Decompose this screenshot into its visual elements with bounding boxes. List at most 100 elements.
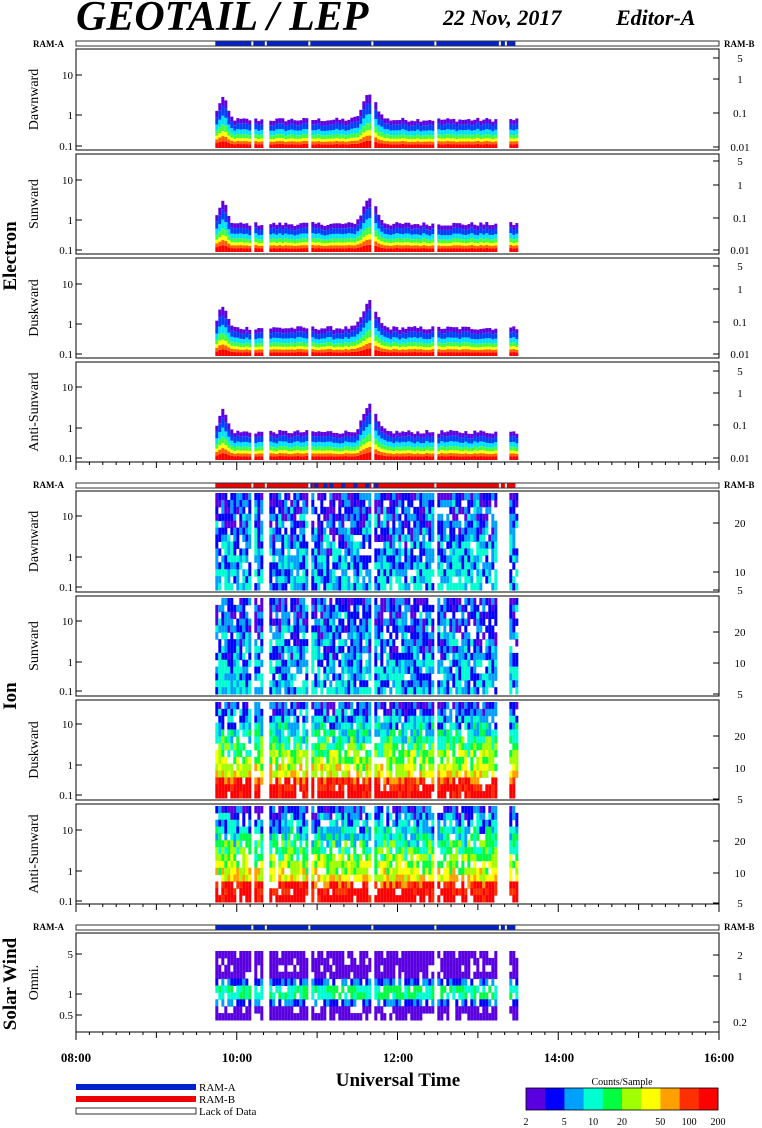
heatmap-cell	[260, 659, 264, 668]
heatmap-cell	[464, 527, 468, 536]
heatmap-cell	[356, 452, 360, 456]
heatmap-cell	[335, 437, 339, 443]
heatmap-cell	[284, 659, 288, 668]
heatmap-cell	[380, 680, 384, 688]
heatmap-cell	[269, 527, 273, 536]
heatmap-cell	[431, 120, 435, 126]
heatmap-cell	[473, 349, 477, 353]
heatmap-cell	[359, 652, 363, 661]
heatmap-cell	[272, 135, 276, 139]
heatmap-cell	[317, 555, 321, 563]
heatmap-cell	[368, 555, 372, 563]
heatmap-cell	[455, 248, 459, 252]
heatmap-cell	[422, 120, 426, 126]
heatmap-cell	[359, 583, 363, 591]
heatmap-cell	[473, 124, 477, 131]
heatmap-cell	[389, 329, 393, 334]
heatmap-cell	[512, 513, 516, 522]
heatmap-cell	[326, 352, 330, 356]
heatmap-cell	[323, 555, 327, 563]
heatmap-cell	[455, 446, 459, 451]
heatmap-cell	[410, 534, 414, 542]
heatmap-cell	[302, 659, 306, 668]
heatmap-cell	[332, 506, 336, 515]
heatmap-cell	[281, 138, 285, 142]
heatmap-cell	[473, 611, 477, 620]
heatmap-cell	[464, 687, 468, 695]
heatmap-cell	[476, 349, 480, 353]
heatmap-cell	[257, 230, 261, 236]
heatmap-cell	[233, 708, 237, 717]
heatmap-cell	[416, 534, 420, 542]
heatmap-cell	[227, 673, 231, 681]
heatmap-cell	[317, 548, 321, 556]
heatmap-cell	[224, 236, 228, 242]
heatmap-cell	[239, 134, 243, 139]
heatmap-cell	[428, 432, 432, 437]
heatmap-cell	[485, 687, 489, 695]
panel-label: Anti-Sunward	[27, 372, 42, 451]
heatmap-cell	[302, 436, 306, 443]
heatmap-cell	[338, 548, 342, 556]
heatmap-cell	[455, 337, 459, 343]
heatmap-cell	[236, 729, 240, 737]
heatmap-cell	[260, 520, 264, 529]
heatmap-cell	[407, 652, 411, 661]
heatmap-cell	[467, 632, 471, 640]
heatmap-cell	[425, 144, 429, 148]
heatmap-cell	[344, 548, 348, 556]
heatmap-cell	[242, 123, 246, 130]
heatmap-cell	[494, 618, 498, 626]
heatmap-cell	[407, 598, 411, 606]
heatmap-cell	[305, 499, 309, 508]
heatmap-cell	[443, 119, 447, 125]
heatmap-cell	[284, 125, 288, 132]
heatmap-cell	[356, 583, 360, 591]
heatmap-cell	[347, 130, 351, 135]
heatmap-cell	[224, 673, 228, 681]
heatmap-cell	[353, 442, 357, 448]
heatmap-cell	[368, 337, 372, 343]
heatmap-cell	[344, 120, 348, 126]
heatmap-cell	[314, 119, 318, 125]
heatmap-cell	[281, 673, 285, 681]
heatmap-cell	[344, 242, 348, 246]
heatmap-cell	[287, 680, 291, 688]
heatmap-cell	[230, 506, 234, 515]
heatmap-cell	[449, 134, 453, 139]
heatmap-cell	[368, 103, 372, 115]
heatmap-cell	[449, 225, 453, 230]
heatmap-cell	[512, 562, 516, 570]
heatmap-cell	[455, 646, 459, 654]
heatmap-cell	[338, 124, 342, 131]
heatmap-cell	[239, 129, 243, 135]
heatmap-cell	[422, 625, 426, 633]
heatmap-cell	[488, 652, 492, 661]
heatmap-cell	[470, 443, 474, 448]
heatmap-cell	[299, 453, 303, 457]
heatmap-cell	[224, 136, 228, 142]
heatmap-cell	[311, 646, 315, 654]
heatmap-cell	[242, 763, 246, 772]
heatmap-cell	[365, 604, 369, 613]
heatmap-cell	[296, 639, 300, 647]
heatmap-cell	[488, 659, 492, 668]
heatmap-cell	[515, 248, 519, 252]
heatmap-cell	[239, 604, 243, 613]
heatmap-cell	[275, 562, 279, 570]
heatmap-cell	[242, 722, 246, 730]
heatmap-cell	[464, 243, 468, 246]
heatmap-cell	[452, 456, 456, 460]
heatmap-cell	[374, 583, 378, 591]
heatmap-cell	[323, 534, 327, 542]
heatmap-cell	[476, 117, 480, 123]
heatmap-cell	[350, 625, 354, 633]
heatmap-cell	[353, 562, 357, 570]
heatmap-cell	[395, 227, 399, 234]
heatmap-cell	[278, 646, 282, 654]
heatmap-cell	[464, 326, 468, 332]
heatmap-cell	[275, 456, 279, 460]
heatmap-cell	[380, 618, 384, 626]
heatmap-cell	[284, 141, 288, 145]
heatmap-cell	[488, 138, 492, 142]
